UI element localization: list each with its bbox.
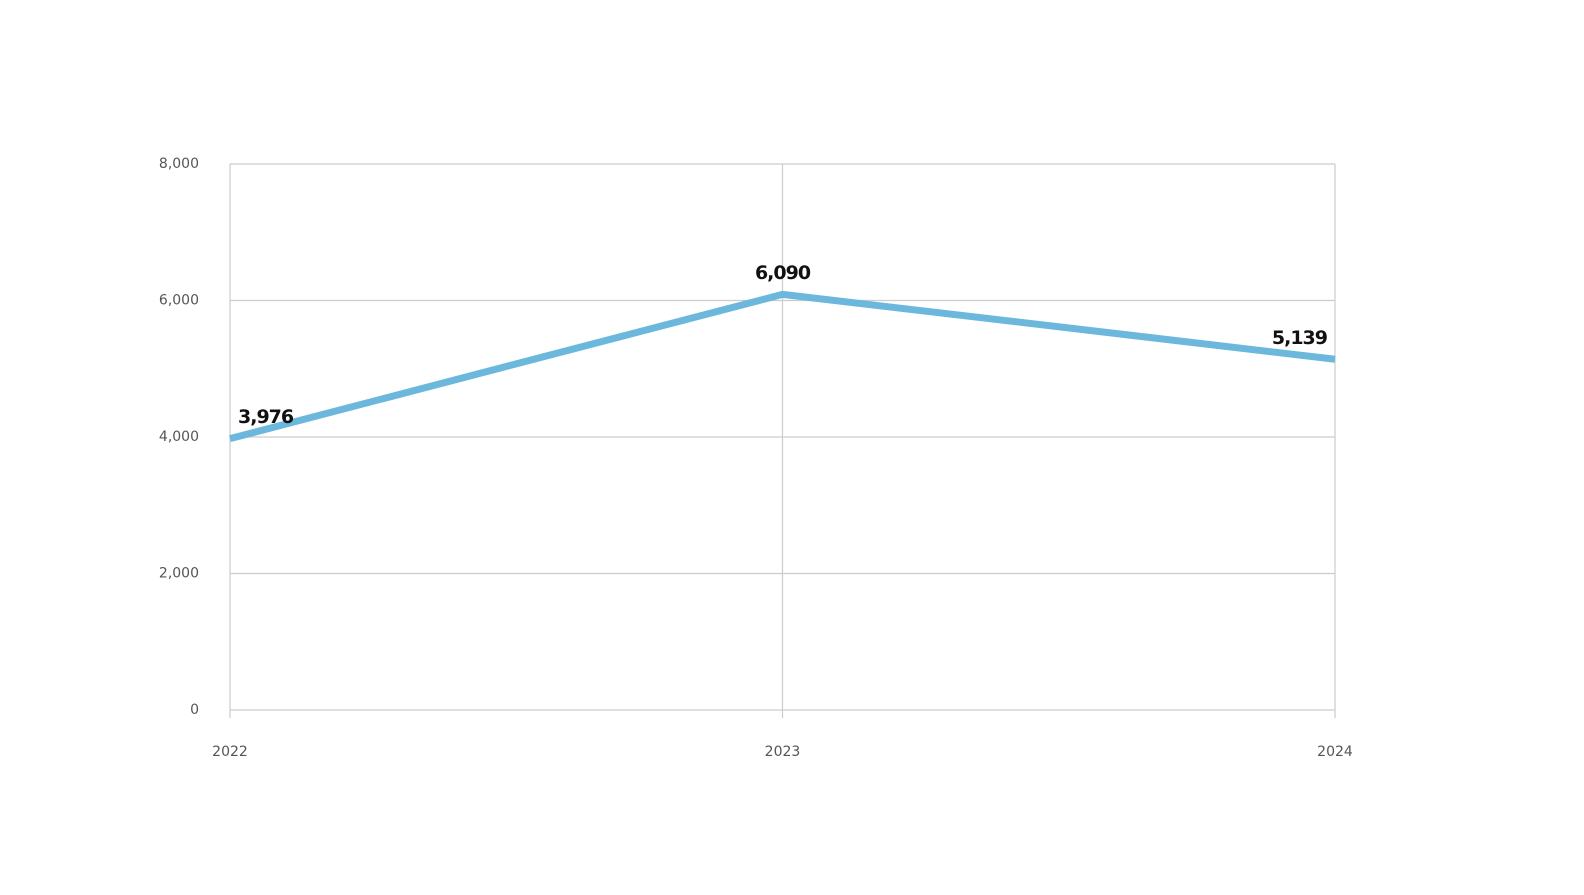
x-tick-label: 2022 <box>212 744 248 760</box>
y-tick-label: 8,000 <box>159 156 199 172</box>
y-tick-label: 2,000 <box>159 566 199 582</box>
x-tick-label: 2024 <box>1317 744 1353 760</box>
line-series <box>229 290 1336 443</box>
value-label: 5,139 <box>1272 327 1327 349</box>
value-label: 6,090 <box>755 262 811 284</box>
value-label: 3,976 <box>238 406 294 428</box>
x-tick-label: 2023 <box>765 744 801 760</box>
y-tick-label: 4,000 <box>159 429 199 445</box>
y-tick-label: 6,000 <box>159 293 199 309</box>
y-tick-label: 0 <box>190 702 199 718</box>
